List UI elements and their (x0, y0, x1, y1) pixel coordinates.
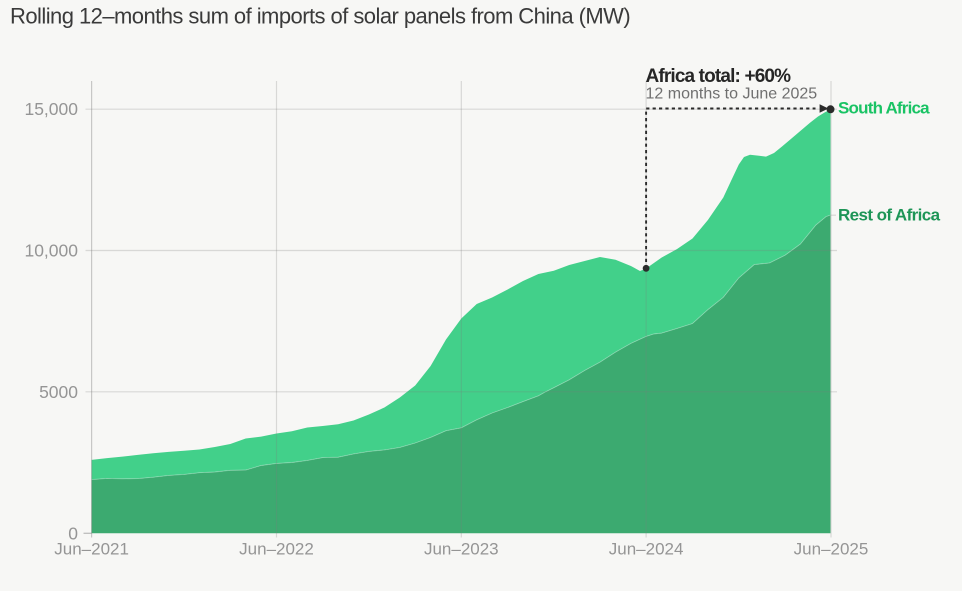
svg-text:Jun–2025: Jun–2025 (794, 540, 869, 559)
svg-text:12 months to June 2025: 12 months to June 2025 (646, 86, 818, 103)
svg-text:0: 0 (68, 523, 78, 543)
svg-text:Africa total: +60%: Africa total: +60% (646, 66, 792, 87)
svg-text:Jun–2022: Jun–2022 (239, 540, 314, 559)
svg-text:Jun–2021: Jun–2021 (54, 540, 129, 559)
svg-text:5000: 5000 (39, 382, 78, 402)
svg-text:Jun–2024: Jun–2024 (609, 540, 684, 559)
svg-text:15,000: 15,000 (24, 99, 78, 119)
svg-text:South Africa: South Africa (838, 99, 930, 118)
svg-text:Rest of Africa: Rest of Africa (838, 205, 941, 224)
svg-text:Jun–2023: Jun–2023 (424, 540, 499, 559)
svg-text:10,000: 10,000 (24, 241, 78, 261)
svg-text:Rolling 12–months sum of impor: Rolling 12–months sum of imports of sola… (10, 4, 630, 29)
